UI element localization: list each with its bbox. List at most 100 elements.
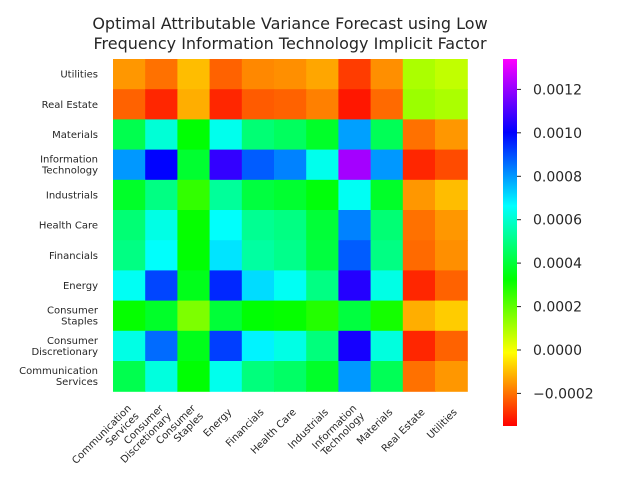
- heatmap-cell: [338, 59, 372, 90]
- heatmap-cell: [274, 210, 307, 241]
- heatmap-cell: [370, 300, 404, 332]
- colorbar: −0.0002 0.0000 0.0002 0.0004 0.0006 0.0008 0.0…: [503, 59, 594, 426]
- heatmap-cell: [113, 89, 146, 120]
- heatmap-cell: [338, 300, 372, 332]
- heatmap-cell: [306, 270, 339, 302]
- heatmap-cell: [338, 270, 372, 302]
- heatmap-cell: [435, 330, 468, 362]
- heatmap-cell: [370, 179, 404, 211]
- heatmap-cell: [145, 270, 178, 302]
- heatmap-cell: [370, 149, 404, 181]
- heatmap-cell: [177, 59, 211, 90]
- colorbar-tick-label: 0.0012: [533, 82, 582, 98]
- heatmap-cell: [209, 240, 243, 271]
- heatmap-cell: [113, 330, 146, 362]
- heatmap-cell: [177, 179, 211, 211]
- column-label: Utilities: [425, 407, 459, 441]
- heatmap-cell: [113, 240, 146, 271]
- row-label: Real Estate: [42, 100, 98, 111]
- row-label: Financials: [49, 251, 98, 262]
- heatmap-cell: [209, 330, 243, 362]
- heatmap-cell: [274, 179, 307, 211]
- row-labels: Utilities Real Estate Materials Information…: [19, 70, 99, 389]
- heatmap-cell: [306, 210, 339, 241]
- heatmap-cell: [306, 119, 339, 151]
- heatmap-cell: [274, 119, 307, 151]
- row-label: Communication Services: [19, 366, 98, 388]
- heatmap-cell: [241, 119, 275, 151]
- heatmap-cell: [402, 270, 436, 302]
- heatmap-cell: [241, 270, 275, 302]
- heatmap-cell: [209, 149, 243, 181]
- heatmap-cell: [145, 89, 178, 120]
- svg-text:Utilities: Utilities: [425, 407, 459, 441]
- colorbar-tick-label: 0.0006: [533, 213, 582, 229]
- row-label: Industrials: [46, 190, 98, 201]
- row-label: Consumer Staples: [47, 306, 99, 328]
- heatmap-cell: [177, 361, 211, 392]
- heatmap-cell: [306, 240, 339, 271]
- row-label: Information Technology: [40, 155, 98, 177]
- heatmap-cell: [209, 59, 243, 90]
- heatmap-cell: [274, 361, 307, 392]
- heatmap-cell: [177, 149, 211, 181]
- row-label: Consumer Discretionary: [31, 336, 98, 358]
- colorbar-tick-label: −0.0002: [533, 386, 594, 402]
- colorbar-gradient: [503, 59, 517, 426]
- heatmap-cell: [306, 330, 339, 362]
- heatmap-cell: [113, 179, 146, 211]
- chart-title-line: Optimal Attributable Variance Forecast u…: [92, 14, 487, 33]
- column-labels: CommunicationServicesConsumerDiscretiona…: [70, 403, 459, 467]
- heatmap-cell: [113, 59, 146, 90]
- heatmap-cell: [435, 270, 468, 302]
- chart-title: Optimal Attributable Variance Forecast u…: [92, 14, 487, 53]
- heatmap-cell: [402, 361, 436, 392]
- heatmap-cell: [338, 240, 372, 271]
- heatmap-cell: [241, 59, 275, 90]
- heatmap-cell: [402, 59, 436, 90]
- heatmap-cell: [370, 89, 404, 120]
- heatmap-cell: [145, 119, 178, 151]
- heatmap-cell: [209, 179, 243, 211]
- heatmap-cell: [402, 240, 436, 271]
- heatmap-cell: [145, 210, 178, 241]
- heatmap-cell: [209, 300, 243, 332]
- colorbar-tick-label: 0.0000: [533, 343, 582, 359]
- heatmap-cell: [145, 300, 178, 332]
- heatmap-cell: [435, 361, 468, 392]
- heatmap-cell: [370, 270, 404, 302]
- heatmap-cell: [435, 300, 468, 332]
- heatmap-cell: [274, 59, 307, 90]
- heatmap-cell: [402, 179, 436, 211]
- heatmap-cell: [370, 361, 404, 392]
- heatmap-cell: [274, 270, 307, 302]
- heatmap-cell: [145, 361, 178, 392]
- heatmap-cell: [306, 361, 339, 392]
- heatmap-cell: [145, 149, 178, 181]
- heatmap-cell: [177, 330, 211, 362]
- heatmap-cells: [113, 59, 468, 392]
- heatmap-cell: [435, 210, 468, 241]
- colorbar-tick-label: 0.0004: [533, 256, 582, 272]
- heatmap-cell: [113, 270, 146, 302]
- heatmap-cell: [435, 59, 468, 90]
- heatmap-cell: [338, 149, 372, 181]
- heatmap-cell: [370, 119, 404, 151]
- heatmap-cell: [177, 210, 211, 241]
- heatmap-cell: [402, 300, 436, 332]
- row-label: Materials: [52, 130, 98, 141]
- heatmap-cell: [241, 89, 275, 120]
- heatmap-cell: [209, 89, 243, 120]
- heatmap-cell: [274, 330, 307, 362]
- colorbar-tick-label: 0.0008: [533, 169, 582, 185]
- heatmap-cell: [209, 361, 243, 392]
- heatmap-cell: [177, 300, 211, 332]
- heatmap-cell: [241, 361, 275, 392]
- heatmap-cell: [402, 89, 436, 120]
- heatmap-cell: [370, 330, 404, 362]
- heatmap-cell: [113, 119, 146, 151]
- svg-text:Energy: Energy: [202, 407, 235, 440]
- heatmap-cell: [435, 149, 468, 181]
- heatmap-cell: [338, 330, 372, 362]
- heatmap-cell: [241, 179, 275, 211]
